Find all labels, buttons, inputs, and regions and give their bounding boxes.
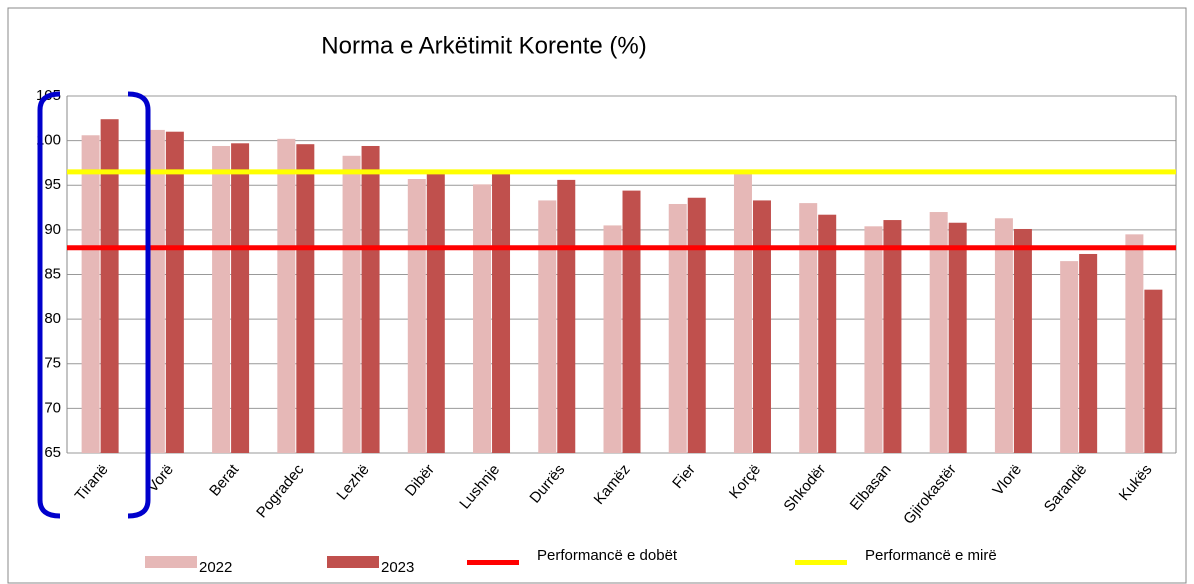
bar (231, 143, 250, 454)
y-tick-label: 70 (44, 399, 61, 416)
bar (473, 184, 492, 454)
legend-swatch (327, 556, 379, 568)
x-tick-label: Pogradec (253, 461, 308, 521)
bar (864, 226, 883, 453)
bar (212, 145, 231, 454)
x-tick-label: Dibër (402, 461, 438, 499)
bar (733, 172, 752, 453)
x-tick-label: Lezhë (333, 461, 372, 503)
bar (100, 119, 119, 453)
bar (407, 179, 426, 453)
bar (994, 218, 1013, 453)
legend-swatch (467, 560, 519, 565)
legend-swatch (795, 560, 847, 565)
bar (818, 214, 837, 453)
chart-frame (7, 7, 1187, 584)
bar (557, 179, 576, 453)
bar (361, 145, 380, 454)
bar (296, 144, 315, 453)
bar (603, 225, 622, 453)
y-tick-label: 95 (44, 176, 61, 193)
highlight-bracket-right (127, 91, 151, 519)
bar (342, 155, 361, 454)
legend-label: 2023 (381, 559, 414, 576)
x-tick-label: Elbasan (847, 461, 895, 513)
bar (1125, 234, 1144, 453)
highlight-bracket-left (37, 91, 61, 519)
legend-label: Performancë e mirë (865, 547, 997, 564)
chart-title: Norma e Arkëtimit Korente (%) (321, 32, 646, 59)
bar (687, 197, 706, 453)
x-tick-label: Durrës (526, 461, 568, 506)
bar (81, 135, 100, 453)
bar (1013, 228, 1032, 453)
x-tick-label: Kukës (1116, 461, 1156, 504)
bar (492, 170, 511, 453)
bar (883, 220, 902, 453)
y-tick-label: 80 (44, 310, 61, 327)
y-tick-label: 75 (44, 355, 61, 372)
x-tick-label: Gjirokastër (900, 461, 960, 527)
legend-label: 2022 (199, 559, 232, 576)
x-tick-label: Korçë (726, 461, 764, 502)
x-tick-label: Berat (206, 461, 243, 500)
bar (426, 171, 445, 454)
y-tick-label: 65 (44, 444, 61, 461)
bar (146, 129, 165, 454)
x-tick-label: Sarandë (1041, 461, 1090, 515)
bar (277, 138, 296, 453)
bar (948, 222, 967, 453)
x-tick-label: Tiranë (72, 461, 112, 504)
legend-label: Performancë e dobët (537, 547, 678, 564)
bar (165, 131, 184, 453)
bar (668, 203, 687, 453)
legend-swatch (145, 556, 197, 568)
bar (1079, 253, 1098, 453)
bar (929, 212, 948, 453)
bar (1060, 261, 1079, 453)
x-tick-label: Kamëz (591, 461, 634, 508)
bar (799, 203, 818, 453)
bar (538, 200, 557, 453)
bar (1144, 289, 1163, 453)
x-tick-label: Lushnje (456, 461, 503, 512)
bar (752, 200, 771, 453)
x-tick-label: Vlorë (989, 461, 1025, 499)
bar (622, 190, 641, 454)
x-tick-label: Fier (669, 461, 699, 492)
x-tick-label: Shkodër (780, 461, 829, 515)
y-tick-label: 90 (44, 221, 61, 238)
y-tick-label: 85 (44, 265, 61, 282)
